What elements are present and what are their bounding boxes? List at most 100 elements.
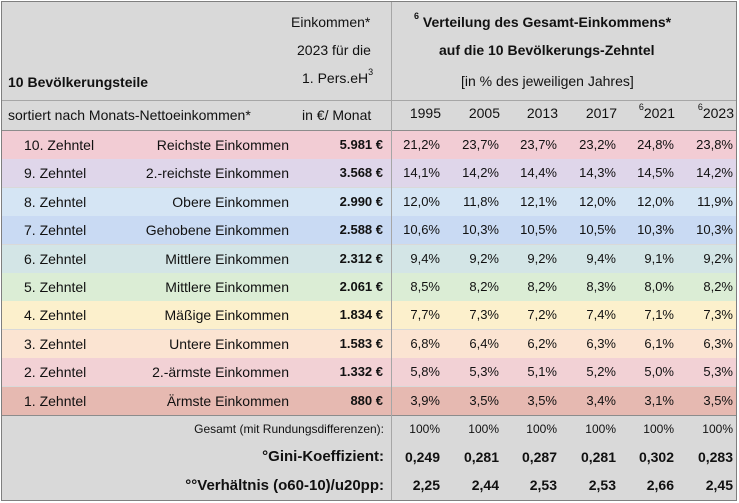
income-value: 1.332 €: [339, 364, 383, 380]
footer-label: °Gini-Koeffizient:: [262, 448, 384, 465]
decile-label: 5. Zehntel: [24, 279, 87, 295]
income-value: 2.588 €: [339, 222, 383, 238]
table-row: 3. Zehntel Untere Einkommen 1.583 € 6,8% 6,4…: [2, 329, 736, 358]
income-group-label: 2.-reichste Einkommen: [145, 165, 289, 182]
income-value: 2.061 €: [339, 279, 383, 294]
share-value: 9,2%: [469, 250, 499, 266]
share-value: 10,5%: [579, 222, 616, 238]
share-value: 5,1%: [527, 364, 557, 380]
decile-label: 6. Zehntel: [24, 250, 87, 267]
income-value: 1.834 €: [339, 307, 383, 323]
footer-value: 0,249: [404, 449, 440, 465]
share-value: 24,8%: [637, 137, 674, 152]
share-value: 9,4%: [410, 250, 440, 266]
footer-value: 2,66: [646, 477, 674, 493]
share-value: 6,8%: [410, 335, 440, 351]
table-row: 2. Zehntel 2.-ärmste Einkommen 1.332 € 5,8%…: [2, 358, 736, 387]
table-row: 9. Zehntel 2.-reichste Einkommen 3.568 € 14…: [2, 159, 736, 188]
share-value: 9,4%: [586, 250, 616, 266]
decile-label: 1. Zehntel: [24, 392, 87, 409]
share-value: 10,3%: [696, 222, 733, 238]
table-row: 5. Zehntel Mittlere Einkommen 2.061 € 8,5% 8…: [2, 273, 736, 301]
year-header: 2017: [585, 105, 617, 121]
total-row: Gesamt (mit Rundungsdifferenzen): 100% 100…: [2, 416, 736, 443]
income-value: 1.583 €: [339, 335, 383, 351]
decile-label: 4. Zehntel: [24, 307, 87, 324]
footer-value: 100%: [702, 422, 733, 436]
share-value: 23,8%: [696, 137, 733, 152]
year-header: 2013: [526, 105, 558, 121]
income-header-line1: Einkommen*: [291, 14, 371, 30]
share-value: 11,8%: [463, 193, 499, 209]
share-value: 7,4%: [586, 307, 616, 323]
footer-value: 100%: [526, 422, 557, 436]
footer-label: Gesamt (mit Rundungsdifferenzen):: [194, 422, 384, 436]
table-row: 1. Zehntel Ärmste Einkommen 880 € 3,9% 3,5% 3…: [2, 386, 736, 415]
share-value: 14,2%: [696, 165, 733, 181]
share-value: 7,7%: [410, 307, 440, 323]
income-value: 2.990 €: [339, 193, 383, 209]
table-row: 10. Zehntel Reichste Einkommen 5.981 € 21,2…: [2, 131, 736, 159]
share-value: 14,5%: [637, 165, 674, 181]
income-group-label: Mittlere Einkommen: [165, 279, 289, 295]
share-value: 8,2%: [527, 279, 557, 294]
footer-value: 0,281: [463, 449, 499, 465]
table-row: 6. Zehntel Mittlere Einkommen 2.312 € 9,4% 9…: [2, 244, 736, 273]
share-value: 21,2%: [403, 137, 440, 152]
share-value: 7,2%: [527, 307, 557, 323]
share-value: 14,2%: [462, 165, 499, 181]
share-value: 3,5%: [527, 392, 557, 408]
footer-value: 100%: [585, 422, 616, 436]
share-value: 8,3%: [586, 279, 616, 294]
share-value: 8,2%: [703, 279, 733, 294]
distribution-title: 6 Verteilung des Gesamt-Einkommens*: [414, 11, 672, 30]
decile-label: 7. Zehntel: [24, 222, 87, 239]
share-value: 23,7%: [520, 137, 557, 152]
share-value: 6,3%: [586, 335, 616, 351]
year-header: 2005: [468, 105, 500, 121]
share-value: 8,0%: [644, 279, 674, 294]
income-group-label: Untere Einkommen: [169, 335, 289, 352]
share-value: 12,1%: [520, 193, 557, 209]
footer-value: 100%: [409, 422, 440, 436]
table-row: 8. Zehntel Obere Einkommen 2.990 € 12,0% 11,…: [2, 187, 736, 216]
footer-value: 2,25: [412, 477, 440, 493]
decile-label: 9. Zehntel: [24, 165, 87, 182]
footer-value: 2,53: [588, 477, 616, 493]
share-value: 11,9%: [697, 193, 733, 209]
share-value: 14,1%: [403, 165, 440, 181]
share-value: 3,1%: [644, 392, 674, 408]
share-value: 5,8%: [410, 364, 440, 380]
income-header-line3: 1. Pers.eH3: [302, 67, 374, 86]
share-value: 5,3%: [469, 364, 499, 380]
share-value: 9,1%: [644, 250, 674, 266]
ratio-row: °°Verhältnis (o60-10)/u20pp: 2,25 2,44 2,53…: [2, 471, 736, 500]
share-value: 12,0%: [579, 193, 616, 209]
share-value: 10,3%: [462, 222, 499, 238]
income-group-label: Ärmste Einkommen: [166, 392, 289, 409]
gini-row: °Gini-Koeffizient: 0,249 0,281 0,287 0,281 0,…: [2, 443, 736, 471]
left-subtitle: sortiert nach Monats-Nettoeinkommen*: [8, 107, 251, 123]
footer-value: 0,287: [521, 449, 557, 465]
share-value: 14,3%: [579, 165, 616, 181]
table-row: 4. Zehntel Mäßige Einkommen 1.834 € 7,7% 7,3…: [2, 301, 736, 330]
table-row: 7. Zehntel Gehobene Einkommen 2.588 € 10,6%…: [2, 216, 736, 245]
share-value: 9,2%: [703, 250, 733, 266]
income-group-label: Mäßige Einkommen: [164, 307, 290, 324]
footer-value: 0,281: [580, 449, 616, 465]
distribution-subtitle: auf die 10 Bevölkerungs-Zehntel: [439, 42, 655, 58]
decile-label: 2. Zehntel: [24, 364, 87, 381]
share-value: 6,2%: [527, 335, 557, 351]
footer-value: 2,53: [529, 477, 557, 493]
share-value: 9,2%: [527, 250, 557, 266]
income-group-label: 2.-ärmste Einkommen: [152, 364, 289, 381]
year-header: 1995: [409, 105, 441, 121]
distribution-unit: [in % des jeweiligen Jahres]: [461, 73, 634, 89]
share-value: 14,4%: [520, 165, 557, 181]
share-value: 23,7%: [462, 137, 499, 152]
footer-value: 2,45: [705, 477, 733, 493]
decile-label: 8. Zehntel: [24, 193, 87, 210]
share-value: 6,4%: [469, 335, 499, 351]
income-group-label: Mittlere Einkommen: [165, 250, 289, 267]
